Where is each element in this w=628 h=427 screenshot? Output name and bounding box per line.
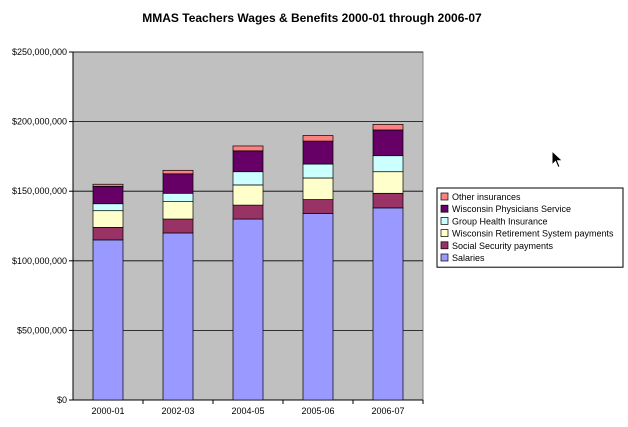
legend-box [436, 187, 624, 268]
bar-segment [372, 124, 404, 131]
y-tick-label: $100,000,000 [12, 256, 67, 266]
mouse-pointer-icon [551, 150, 564, 169]
y-tick-label: $50,000,000 [17, 325, 67, 335]
bar-segment [302, 163, 334, 179]
legend-label: Other insurances [452, 192, 521, 202]
bar-segment [162, 218, 194, 234]
bar-segment [92, 227, 124, 241]
y-tick-label: $200,000,000 [12, 117, 67, 127]
legend-swatch [440, 229, 449, 237]
bar-segment [232, 184, 264, 206]
bar-segment [92, 183, 124, 187]
bar-segment [232, 171, 264, 186]
legend-label: Social Security payments [452, 241, 554, 251]
bar-segment [302, 177, 334, 200]
bar-segment [372, 171, 404, 194]
bar-segment [372, 192, 404, 209]
bar-segment [302, 213, 334, 401]
bar-segment [232, 218, 264, 401]
bar-segment [232, 204, 264, 220]
bar-segment [372, 207, 404, 401]
bar-segment [162, 173, 194, 194]
legend-swatch [440, 204, 449, 213]
legend-label: Salaries [452, 253, 485, 263]
legend-swatch [440, 253, 449, 262]
bar-segment [232, 150, 264, 173]
bar-segment [302, 140, 334, 165]
legend-label: Group Health Insurance [452, 216, 548, 226]
x-tick-label: 2005-06 [301, 406, 334, 416]
bar-segment [92, 239, 124, 401]
bar-segment [372, 129, 404, 157]
bar-segment [302, 135, 334, 142]
plot-area: $0 $50,000,000 $100,000,000 $150,000,000 $20… [12, 47, 424, 416]
bar-segment [232, 145, 264, 152]
x-tick-label: 2006-07 [371, 406, 404, 416]
legend-label: Wisconsin Retirement System payments [452, 229, 614, 239]
legend: Other insurances Wisconsin Physicians Ser… [436, 187, 624, 268]
bar-segment [92, 210, 124, 228]
x-tick-label: 2000-01 [91, 406, 124, 416]
bar-segment [302, 199, 334, 214]
legend-label: Wisconsin Physicians Service [452, 204, 571, 214]
bar-segment [92, 185, 124, 205]
bar-segment [372, 155, 404, 173]
x-tick-label: 2004-05 [231, 406, 264, 416]
bar-segment [162, 192, 194, 202]
chart-title: MMAS Teachers Wages & Benefits 2000-01 t… [142, 11, 482, 25]
x-tick-label: 2002-03 [161, 406, 194, 416]
legend-swatch [440, 192, 449, 201]
bar-segment [92, 203, 124, 212]
legend-swatch [440, 241, 449, 250]
y-tick-label: $150,000,000 [12, 186, 67, 196]
y-tick-label: $250,000,000 [12, 47, 67, 57]
y-tick-label: $0 [57, 395, 67, 405]
legend-swatch [440, 217, 449, 225]
bar-segment [162, 232, 194, 401]
bar-segment [162, 201, 194, 220]
bar-segment [162, 169, 194, 175]
